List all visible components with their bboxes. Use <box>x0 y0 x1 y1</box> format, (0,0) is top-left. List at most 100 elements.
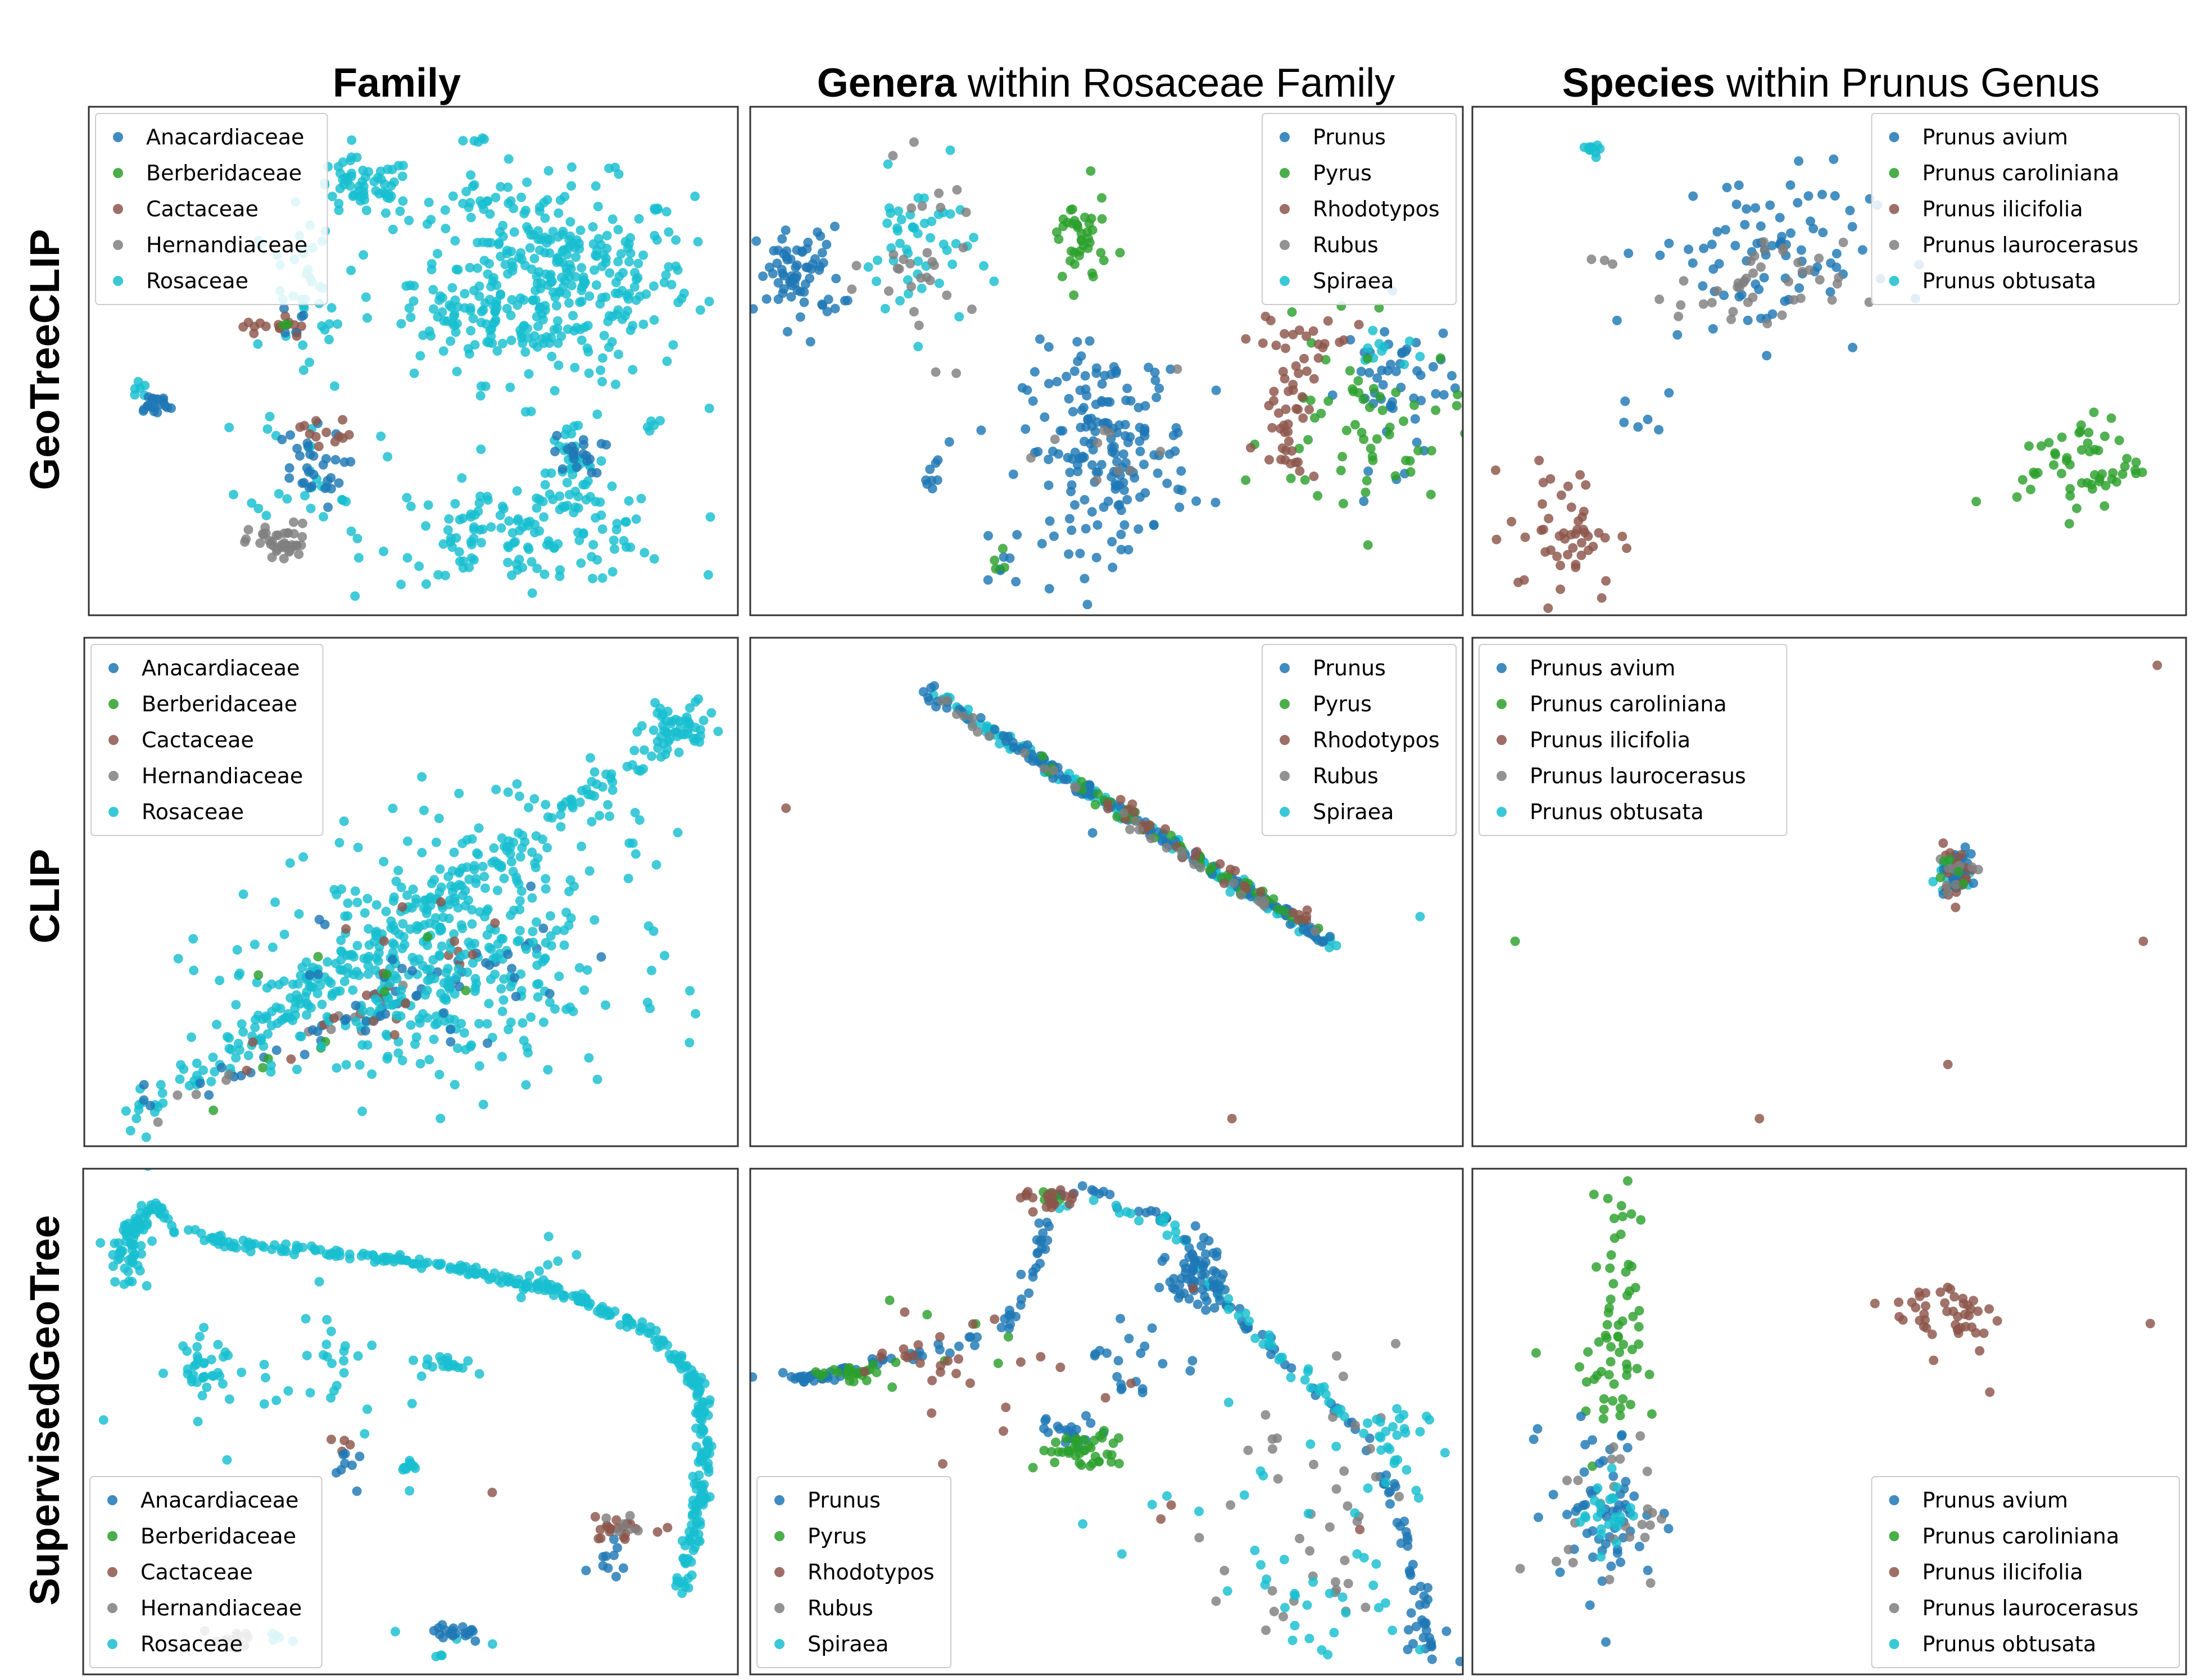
point-spiraea <box>945 145 955 155</box>
point-rosaceae <box>631 849 641 859</box>
point-rubus <box>1162 843 1172 853</box>
point-pyrus <box>1064 1448 1074 1458</box>
legend-box <box>756 1476 951 1668</box>
point-rosaceae <box>543 1232 554 1242</box>
point-prunus-caroliniana <box>1626 1400 1635 1410</box>
panel-frame <box>1471 1168 2187 1676</box>
point-prunus-avium <box>1817 189 1827 199</box>
point-pyrus <box>1037 751 1048 761</box>
point-prunus <box>1149 520 1159 530</box>
point-prunus-laurocerasus <box>1599 255 1609 265</box>
point-rosaceae <box>541 800 551 810</box>
point-rhodotypos <box>1227 1114 1237 1124</box>
point-rosaceae <box>453 265 463 275</box>
point-prunus-caroliniana <box>1634 1339 1644 1349</box>
point-prunus-caroliniana <box>2093 446 2103 456</box>
point-anacardiaceae <box>596 952 606 962</box>
point-rosaceae <box>389 1254 399 1264</box>
point-prunus-avium <box>1848 343 1858 352</box>
point-rosaceae <box>364 940 374 950</box>
point-prunus-caroliniana <box>1608 1279 1618 1289</box>
point-prunus <box>1064 514 1074 524</box>
point-rosaceae <box>468 314 478 324</box>
point-rosaceae <box>506 196 516 206</box>
point-prunus <box>1266 1350 1276 1359</box>
point-pyrus <box>1115 248 1125 258</box>
point-rhodotypos <box>1302 366 1312 376</box>
point-prunus <box>773 278 783 288</box>
point-rhodotypos <box>1313 353 1323 363</box>
point-prunus <box>931 702 941 712</box>
point-rosaceae <box>360 908 370 918</box>
point-rosaceae <box>396 882 406 892</box>
point-prunus-avium <box>1751 203 1761 213</box>
point-prunus-laurocerasus <box>1756 262 1766 272</box>
point-rosaceae <box>329 381 339 391</box>
point-prunus <box>1241 1324 1251 1334</box>
point-prunus <box>1081 1411 1091 1421</box>
point-rubus <box>906 281 916 292</box>
point-rosaceae <box>467 834 477 844</box>
point-prunus-laurocerasus <box>1778 246 1788 256</box>
point-rosaceae <box>465 198 475 208</box>
point-prunus <box>781 225 791 235</box>
point-anacardiaceae <box>611 1572 621 1582</box>
point-rosaceae <box>327 303 337 313</box>
point-rosaceae <box>297 962 307 973</box>
point-spiraea <box>1390 1455 1400 1465</box>
point-rosaceae <box>528 937 538 947</box>
point-rosaceae <box>281 1012 291 1023</box>
point-prunus-laurocerasus <box>1637 1519 1647 1529</box>
point-rosaceae <box>212 1019 222 1029</box>
point-rhodotypos <box>1055 1185 1066 1195</box>
point-rubus <box>914 320 924 330</box>
point-prunus <box>1008 469 1018 479</box>
point-rosaceae <box>316 1041 327 1051</box>
point-rosaceae <box>300 491 310 501</box>
point-pyrus <box>1090 800 1100 810</box>
point-rosaceae <box>685 986 695 996</box>
point-rubus <box>1352 1516 1362 1527</box>
point-prunus <box>1116 544 1126 555</box>
point-rosaceae <box>527 847 537 857</box>
point-pyrus <box>862 1375 872 1386</box>
point-prunus-avium <box>1730 240 1740 251</box>
point-prunus-ilicifolia <box>1622 543 1631 553</box>
point-rosaceae <box>417 848 427 857</box>
point-rosaceae <box>699 715 709 725</box>
point-rubus <box>1261 1625 1271 1635</box>
point-rosaceae <box>475 525 485 535</box>
point-prunus-ilicifolia <box>1975 1346 1985 1356</box>
point-prunus <box>840 296 850 306</box>
point-prunus-avium <box>1619 417 1629 428</box>
point-prunus-laurocerasus <box>1642 1466 1652 1477</box>
point-anacardiaceae <box>326 484 336 494</box>
point-prunus <box>1017 383 1027 393</box>
point-rosaceae <box>187 1032 197 1042</box>
point-anacardiaceae <box>204 1090 214 1100</box>
point-rosaceae <box>450 499 460 508</box>
point-rhodotypos <box>1281 343 1290 353</box>
legend-marker <box>107 1495 117 1505</box>
point-prunus-avium <box>1720 225 1730 235</box>
point-rosaceae <box>270 897 280 907</box>
point-rosaceae <box>464 562 474 573</box>
point-rosaceae <box>499 873 509 883</box>
point-rosaceae <box>556 801 566 811</box>
point-prunus-caroliniana <box>1583 1347 1593 1357</box>
point-rosaceae <box>364 167 374 177</box>
point-rosaceae <box>690 191 700 201</box>
point-rosaceae <box>332 1063 342 1073</box>
point-rosaceae <box>246 1247 256 1256</box>
point-rosaceae <box>555 571 565 582</box>
point-prunus-laurocerasus <box>1707 298 1717 308</box>
point-prunus <box>922 479 932 489</box>
point-rubus <box>1020 748 1030 758</box>
point-hernandiaceae <box>297 532 307 542</box>
point-rosaceae <box>417 772 427 782</box>
point-rosaceae <box>452 971 462 982</box>
point-rubus <box>1039 764 1049 774</box>
